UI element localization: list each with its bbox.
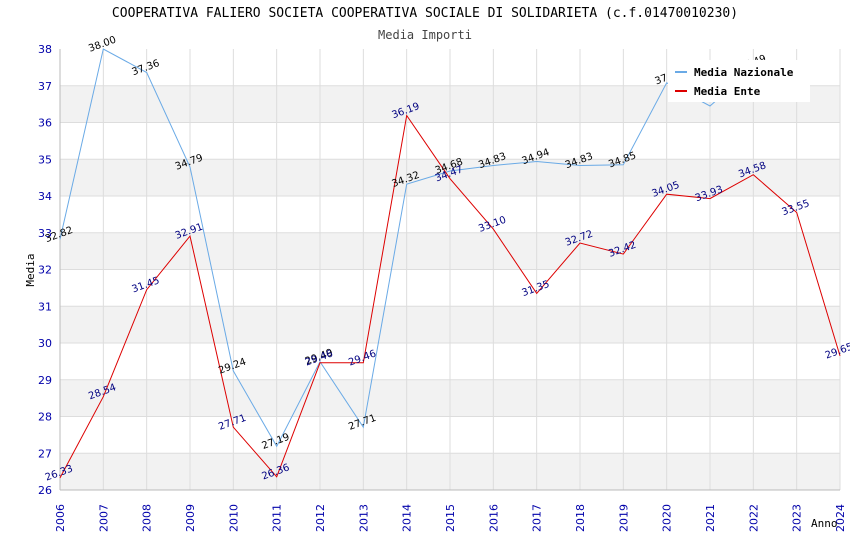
series-line-media-ente xyxy=(59,114,841,479)
y-axis-label: Media xyxy=(24,253,37,286)
y-tick-label: 36 xyxy=(38,117,52,130)
x-tick-label: 2016 xyxy=(487,504,500,532)
y-tick-label: 33 xyxy=(38,227,52,240)
y-tick-label: 27 xyxy=(38,447,52,460)
chart-subtitle: Media Importi xyxy=(378,28,472,42)
x-tick-label: 2020 xyxy=(661,504,674,532)
y-tick-label: 35 xyxy=(38,153,52,166)
x-axis-label: Anno xyxy=(811,517,838,530)
x-tick-label: 2017 xyxy=(531,504,544,532)
x-tick-label: 2012 xyxy=(314,504,327,532)
y-tick-label: 30 xyxy=(38,337,52,350)
y-tick-label: 34 xyxy=(38,190,52,203)
x-tick-label: 2021 xyxy=(704,504,717,532)
y-tick-label: 31 xyxy=(38,300,52,313)
y-axis-ticks: 26 27 28 29 30 31 32 33 34 35 36 37 38 xyxy=(38,43,52,497)
plot-frame xyxy=(59,49,840,491)
x-tick-label: 2015 xyxy=(444,504,457,532)
grid-bands xyxy=(59,49,841,491)
legend-entry: Media Nazionale xyxy=(694,66,794,79)
x-tick-label: 2019 xyxy=(617,504,630,532)
x-tick-label: 2014 xyxy=(401,504,414,532)
x-tick-label: 2011 xyxy=(271,504,284,532)
x-tick-label: 2008 xyxy=(141,504,154,532)
series-lines xyxy=(59,48,841,479)
x-tick-label: 2013 xyxy=(357,504,370,532)
x-axis-ticks: 2006 2007 2008 2009 2010 2011 2012 2013 2014 2015… xyxy=(54,504,847,532)
y-tick-label: 28 xyxy=(38,411,52,424)
legend-box xyxy=(668,60,810,102)
y-tick-label: 32 xyxy=(38,264,52,277)
x-tick-label: 2009 xyxy=(184,504,197,532)
y-tick-label: 26 xyxy=(38,484,52,497)
x-tick-label: 2022 xyxy=(747,504,760,532)
legend: Media Nazionale Media Ente xyxy=(668,60,810,102)
x-tick-label: 2007 xyxy=(97,504,110,532)
y-tick-label: 37 xyxy=(38,80,52,93)
y-tick-label: 38 xyxy=(38,43,52,56)
chart-title: COOPERATIVA FALIERO SOCIETA COOPERATIVA … xyxy=(111,6,739,21)
x-tick-label: 2006 xyxy=(54,504,67,532)
x-tick-label: 2010 xyxy=(227,504,240,532)
x-tick-label: 2018 xyxy=(574,504,587,532)
x-tick-label: 2023 xyxy=(791,504,804,532)
y-tick-label: 29 xyxy=(38,374,52,387)
series-line-media-nazionale xyxy=(59,48,754,448)
legend-entry: Media Ente xyxy=(694,85,761,98)
x-tick-label: 2024 xyxy=(834,504,847,532)
